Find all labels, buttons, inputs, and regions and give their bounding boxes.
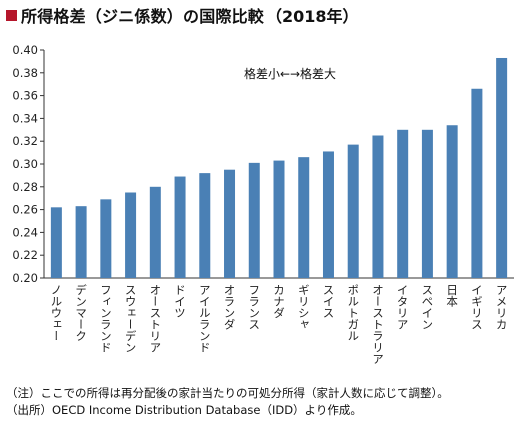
bar-14	[372, 135, 384, 278]
x-tick-label: スペイン	[420, 284, 434, 330]
x-tick-label: アメリカ	[495, 284, 509, 330]
y-tick-label: 0.24	[12, 225, 38, 239]
bar-15	[397, 129, 409, 278]
bar-18	[471, 88, 483, 278]
y-tick-label: 0.20	[12, 271, 38, 285]
x-tick-label: フランス	[247, 284, 261, 330]
y-tick-label: 0.22	[12, 248, 38, 262]
x-tick-label: オーストリア	[148, 284, 162, 353]
y-tick-label: 0.36	[12, 89, 38, 103]
bar-chart: 0.20 0.22 0.24 0.26 0.28 0.30 0.32 0.34 0.36 0.38…	[12, 43, 514, 365]
x-tick-label: アイルランド	[198, 284, 212, 353]
x-tick-label: スウェーデン	[124, 284, 138, 353]
y-tick-label: 0.26	[12, 203, 38, 217]
bar-12	[322, 151, 334, 278]
title-year: （2018年）	[266, 7, 359, 26]
x-tick-label: ギリシャ	[297, 284, 311, 330]
x-tick-label: イギリス	[470, 284, 484, 330]
bar-9	[248, 162, 260, 278]
y-tick-label: 0.34	[12, 111, 38, 125]
y-tick-label: 0.40	[12, 43, 38, 57]
x-tick-label: カナダ	[272, 284, 286, 319]
y-tick-labels: 0.20 0.22 0.24 0.26 0.28 0.30 0.32 0.34 0.36 0.38…	[12, 43, 38, 285]
x-tick-label: ノルウェー	[49, 284, 63, 342]
bar-3	[100, 199, 112, 278]
bar-7	[199, 173, 211, 278]
bar-10	[273, 160, 285, 278]
title-main: 所得格差（ジニ係数）の国際比較	[21, 7, 265, 26]
y-tick-label: 0.30	[12, 157, 38, 171]
x-tick-label: ドイツ	[173, 284, 187, 319]
y-tick-label: 0.28	[12, 180, 38, 194]
title-square-icon	[6, 9, 17, 21]
chart-title: 所得格差（ジニ係数）の国際比較 （2018年）	[6, 4, 359, 26]
x-tick-label: オーストラリア	[371, 284, 385, 365]
bar-6	[174, 176, 186, 278]
x-tick-label: イタリア	[396, 284, 410, 330]
bar-2	[75, 206, 87, 278]
bar-4	[125, 192, 137, 278]
bar-11	[298, 157, 310, 278]
bar-8	[224, 169, 236, 278]
bars	[50, 57, 508, 279]
y-tick-label: 0.38	[12, 66, 38, 80]
bar-19	[496, 57, 508, 279]
bar-16	[421, 129, 433, 278]
x-tick-label: デンマーク	[74, 283, 88, 341]
x-tick-label: フィンランド	[99, 284, 113, 353]
x-tick-labels: ノルウェー デンマーク フィンランド スウェーデン オーストリア ドイツ アイルランド オラン…	[49, 283, 508, 364]
bar-5	[149, 186, 161, 278]
note-text: （注）ここでの所得は再分配後の家計当たりの可処分所得（家計人数に応じて調整）。	[6, 386, 449, 400]
bar-13	[347, 144, 359, 278]
source-text: （出所）OECD Income Distribution Database（ID…	[6, 403, 362, 417]
x-tick-label: 日本	[445, 284, 459, 308]
x-tick-label: ポルトガル	[346, 284, 360, 342]
bar-17	[446, 125, 458, 279]
chart-annotation: 格差小←→格差大	[244, 66, 336, 81]
x-tick-label: スイス	[321, 284, 335, 319]
bar-1	[50, 207, 62, 278]
x-tick-label: オランダ	[223, 284, 237, 330]
y-tick-label: 0.32	[12, 134, 38, 148]
